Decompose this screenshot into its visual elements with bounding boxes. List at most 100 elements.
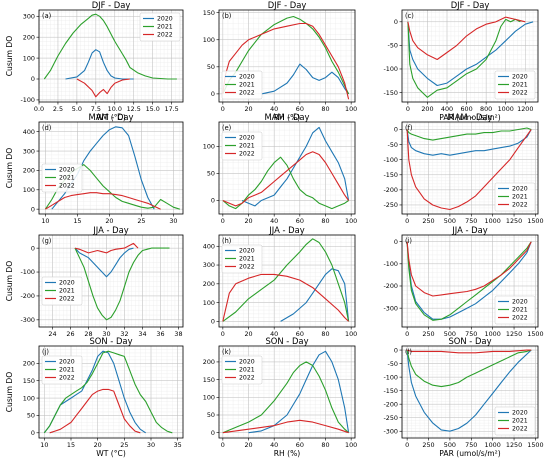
- x-tick-label: 60: [296, 217, 304, 225]
- x-tick-label: 40: [270, 441, 278, 449]
- legend-label-2021: 2021: [59, 367, 75, 374]
- y-tick-label: 200: [23, 167, 35, 175]
- x-tick-label: 1500: [527, 441, 543, 449]
- y-tick-label: 100: [23, 186, 35, 194]
- x-tick-label: 0: [405, 330, 409, 338]
- plot-frame: [38, 9, 184, 103]
- y-axis-label: Cusum DO: [5, 36, 14, 77]
- x-tick-label: 0.0: [34, 105, 44, 113]
- y-tick-label: 100: [203, 394, 215, 402]
- x-tick-label: 7.5: [91, 105, 101, 113]
- x-tick-label: 20: [94, 441, 102, 449]
- series-line-2021: [222, 238, 350, 322]
- legend-label-2020: 2020: [59, 359, 75, 366]
- series-line-2022: [49, 388, 141, 434]
- series-line-2022: [406, 349, 532, 354]
- legend-label-2020: 2020: [239, 135, 255, 142]
- panel-label: (k): [222, 348, 231, 356]
- y-tick-label: 0: [211, 318, 215, 326]
- y-tick-label: 150: [203, 9, 215, 17]
- x-tick-label: 15: [73, 217, 81, 225]
- y-tick-label: 50: [27, 412, 35, 420]
- legend-label-2020: 2020: [512, 299, 528, 306]
- x-tick-label: 0: [221, 105, 225, 113]
- panel-j: 10 15 20 25 30 35 0 50 100 150 200 SON - Day (j) WT (…: [5, 336, 184, 458]
- panel-b: 0 20 40 60 80 100 0 50 100 150 DJF - Day (b) RH (%) 2…: [203, 0, 357, 122]
- legend-label-2020: 2020: [59, 280, 75, 287]
- series-line-2021: [222, 361, 349, 434]
- x-tick-label: 34: [138, 330, 146, 338]
- panel-label: (c): [405, 12, 414, 20]
- x-tick-label: 500: [444, 217, 456, 225]
- panel-label: (a): [42, 12, 51, 20]
- y-tick-label: 0: [31, 429, 35, 437]
- x-tick-label: 40: [270, 330, 278, 338]
- plot-frame: [38, 234, 184, 328]
- x-tick-label: 30: [102, 330, 110, 338]
- legend-label-2021: 2021: [512, 82, 528, 89]
- x-tick-label: 28: [84, 330, 92, 338]
- y-tick-label: -200: [383, 400, 398, 408]
- legend-label-2021: 2021: [157, 24, 173, 31]
- y-tick-label: 200: [203, 280, 215, 288]
- panel-title: SON - Day: [448, 336, 491, 346]
- plot-frame: [218, 9, 356, 103]
- x-axis-label: RH (%): [274, 113, 301, 122]
- panel-label: (i): [405, 237, 412, 245]
- x-tick-label: 1000: [485, 441, 501, 449]
- y-tick-label: 0: [394, 18, 398, 26]
- y-tick-label: 50: [207, 63, 215, 71]
- x-tick-label: 12.5: [127, 105, 141, 113]
- panel-title: DJF - Day: [451, 0, 490, 10]
- series-line-2022: [45, 192, 161, 210]
- panel-c: 0 200 400 600 800 1000 1200 -150 -100 -50 0 DJF - D…: [383, 0, 539, 122]
- y-tick-label: 100: [203, 36, 215, 44]
- y-tick-label: 50: [207, 170, 215, 178]
- x-tick-label: 38: [174, 330, 182, 338]
- y-tick-label: -100: [20, 268, 35, 276]
- series-line-2020: [74, 247, 134, 278]
- x-tick-label: 20: [244, 105, 252, 113]
- y-tick-label: -50: [388, 360, 398, 368]
- panel-title: MAM - Day: [264, 112, 309, 122]
- series-line-2022: [222, 22, 350, 100]
- plot-frame: [38, 345, 184, 439]
- y-tick-label: -300: [383, 304, 398, 312]
- x-tick-label: 500: [444, 441, 456, 449]
- legend-label-2021: 2021: [239, 143, 255, 150]
- legend-label-2022: 2022: [157, 32, 173, 39]
- y-tick-label: -150: [383, 387, 398, 395]
- panel-title: JJA - Day: [268, 225, 304, 235]
- panel-label: (b): [222, 12, 231, 20]
- series-line-2022: [406, 129, 532, 211]
- y-tick-label: 0: [211, 197, 215, 205]
- legend-label-2022: 2022: [239, 90, 255, 97]
- y-tick-label: -100: [383, 260, 398, 268]
- x-tick-label: 26: [66, 330, 74, 338]
- series-line-2020: [241, 126, 350, 207]
- panel-title: DJF - Day: [268, 0, 307, 10]
- x-tick-label: 100: [345, 217, 357, 225]
- x-tick-label: 30: [169, 217, 177, 225]
- legend-label-2022: 2022: [512, 315, 528, 322]
- x-tick-label: 80: [321, 217, 329, 225]
- x-tick-label: 0: [405, 217, 409, 225]
- x-tick-label: 100: [345, 105, 357, 113]
- legend-label-2021: 2021: [59, 288, 75, 295]
- x-tick-label: 600: [460, 105, 472, 113]
- legend-label-2021: 2021: [239, 256, 255, 263]
- x-tick-label: 750: [465, 330, 477, 338]
- x-tick-label: 500: [444, 330, 456, 338]
- plot-frame: [401, 9, 539, 103]
- x-tick-label: 400: [441, 105, 453, 113]
- x-tick-label: 80: [321, 330, 329, 338]
- series-line-2020: [261, 63, 350, 95]
- x-tick-label: 10: [41, 217, 49, 225]
- y-tick-label: -200: [383, 186, 398, 194]
- y-tick-label: 400: [203, 242, 215, 250]
